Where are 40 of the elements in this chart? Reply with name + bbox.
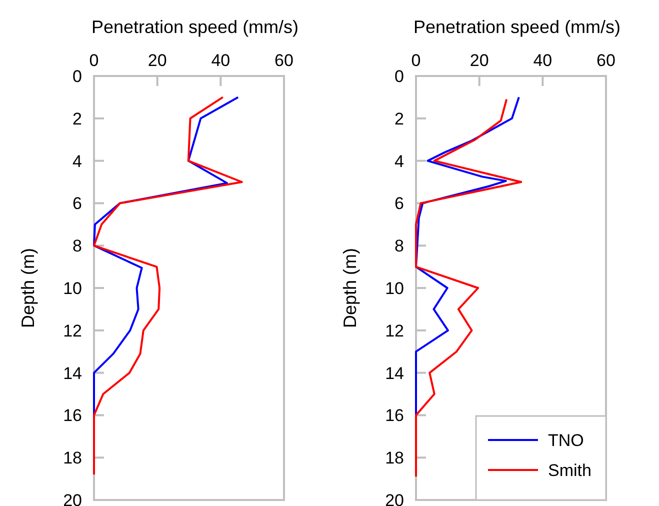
y-tick-label: 18	[63, 448, 82, 468]
x-tick-label: 40	[533, 51, 552, 70]
line-series	[415, 96, 520, 416]
y-tick-label: 12	[385, 321, 404, 340]
y-tick-label: 20	[385, 490, 404, 506]
y-tick-label: 10	[385, 278, 404, 298]
y-axis-title: Depth (m)	[18, 248, 38, 328]
x-tick-label: 0	[411, 51, 421, 70]
y-tick-label: 2	[72, 109, 82, 128]
y-tick-label: 8	[72, 236, 82, 256]
x-axis-title: Penetration speed (mm/s)	[413, 17, 621, 37]
y-tick-label: 4	[72, 152, 82, 171]
x-tick-label: 60	[596, 51, 616, 70]
y-tick-label: 16	[63, 406, 82, 426]
y-tick-label: 12	[63, 321, 82, 340]
y-tick-label: 6	[72, 194, 82, 214]
x-axis-title: Penetration speed (mm/s)	[91, 17, 299, 37]
x-tick-label: 20	[148, 51, 167, 70]
y-tick-label: 4	[394, 152, 404, 171]
y-tick-label: 0	[394, 66, 404, 86]
y-tick-label: 0	[72, 66, 82, 86]
y-tick-label: 10	[63, 278, 82, 298]
x-tick-label: 20	[470, 51, 489, 70]
x-tick-label: 0	[89, 51, 99, 70]
y-tick-label: 16	[385, 406, 404, 426]
line-series	[93, 96, 240, 416]
y-tick-label: 14	[63, 364, 82, 383]
y-axis-title: Depth (m)	[340, 248, 360, 328]
x-tick-label: 60	[274, 51, 294, 70]
legend-label: TNO	[548, 431, 584, 450]
y-tick-label: 8	[394, 236, 404, 256]
y-tick-label: 14	[385, 364, 404, 383]
y-tick-label: 2	[394, 109, 404, 128]
y-tick-label: 6	[394, 194, 404, 214]
y-tick-label: 20	[63, 490, 82, 506]
line-series	[93, 96, 243, 476]
y-tick-label: 18	[385, 448, 404, 468]
x-tick-label: 40	[211, 51, 230, 70]
line-series	[415, 98, 522, 478]
legend-label: Smith	[548, 461, 592, 480]
